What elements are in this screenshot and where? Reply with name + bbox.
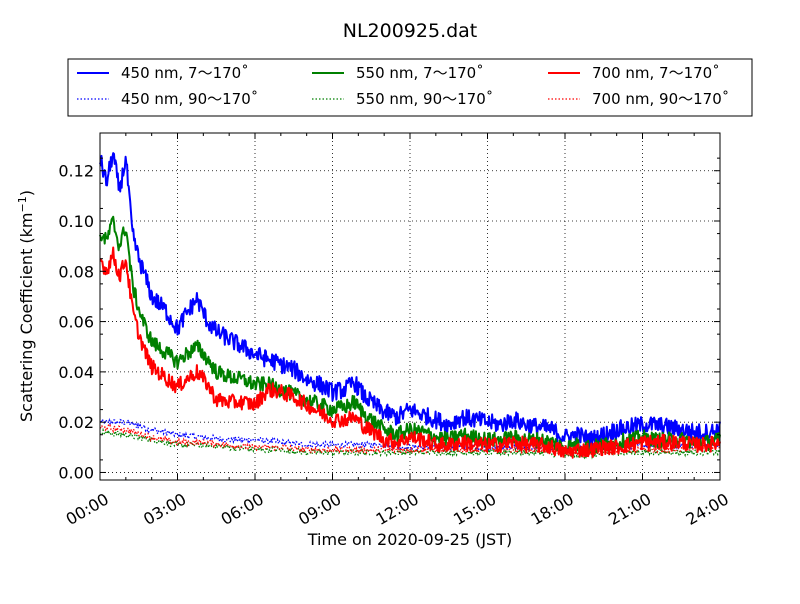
x-tick-label: 00:00: [63, 489, 112, 529]
x-tick-label: 03:00: [140, 489, 189, 529]
series-layer: [99, 152, 721, 460]
y-axis-title: Scattering Coefficient (km−1): [16, 190, 36, 422]
series-line: [99, 417, 721, 455]
y-tick-label: 0.12: [58, 162, 94, 181]
legend-label: 700 nm, 7～170˚: [592, 64, 720, 82]
y-tick-label: 0.00: [58, 463, 94, 482]
y-axis-title-close: ): [17, 190, 36, 196]
x-tick-label: 21:00: [605, 489, 654, 529]
legend-label: 700 nm, 90～170˚: [592, 90, 729, 108]
ticks: [99, 132, 721, 480]
series-line: [99, 427, 721, 460]
y-tick-label: 0.04: [58, 363, 94, 382]
y-tick-label: 0.10: [58, 212, 94, 231]
x-tick-label: 09:00: [295, 489, 344, 529]
x-tick-label: 18:00: [528, 489, 577, 529]
y-tick-label: 0.02: [58, 413, 94, 432]
x-axis-title: Time on 2020-09-25 (JST): [307, 530, 512, 549]
legend: 450 nm, 7～170˚ 550 nm, 7～170˚ 700 nm, 7～17…: [67, 58, 753, 117]
series-line: [99, 423, 721, 458]
y-axis-title-superscript: −1: [16, 196, 29, 212]
y-tick-label: 0.08: [58, 262, 94, 281]
x-tick-label: 06:00: [218, 489, 267, 529]
y-axis-title-main: Scattering Coefficient (km: [17, 212, 36, 422]
grid: [100, 133, 720, 480]
chart-title: NL200925.dat: [343, 20, 478, 42]
x-tick-label: 12:00: [373, 489, 422, 529]
legend-label: 450 nm, 7～170˚: [121, 64, 249, 82]
legend-box: [67, 58, 753, 117]
y-tick-label: 0.06: [58, 313, 94, 332]
legend-label: 550 nm, 7～170˚: [356, 64, 484, 82]
x-tick-label: 15:00: [450, 489, 499, 529]
legend-label: 450 nm, 90～170˚: [121, 90, 258, 108]
series-line: [99, 152, 721, 449]
series-line: [99, 215, 721, 456]
legend-label: 550 nm, 90～170˚: [356, 90, 493, 108]
x-tick-label: 24:00: [683, 489, 732, 529]
series-line: [99, 246, 721, 459]
